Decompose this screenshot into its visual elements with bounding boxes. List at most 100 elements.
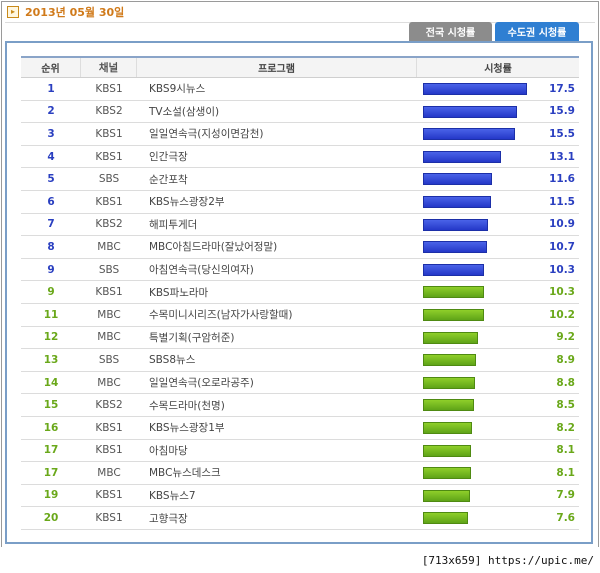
rating-cell: 15.5 — [417, 123, 579, 145]
rating-value: 8.8 — [556, 376, 575, 389]
date-bar: ▸ 2013년 05월 30일 — [7, 3, 124, 21]
rating-value: 9.2 — [556, 331, 575, 344]
rank-number: 11 — [43, 308, 59, 321]
program-cell: KBS9시뉴스 — [149, 83, 206, 96]
rating-value: 13.1 — [549, 150, 575, 163]
channel-cell: MBC — [97, 466, 121, 479]
rank-number: 16 — [43, 421, 59, 434]
rank-number: 19 — [43, 489, 59, 502]
channel-cell: KBS1 — [95, 489, 123, 502]
channel-cell: MBC — [97, 331, 121, 344]
tab-capital-ratings[interactable]: 수도권 시청률 — [495, 22, 579, 41]
table-row: 15 KBS2 수목드라마(천명) 8.5 — [21, 394, 579, 417]
rating-bar — [423, 286, 484, 299]
rank-number: 12 — [43, 331, 59, 344]
rank-number: 9 — [47, 286, 55, 299]
rank-cell: 7 — [21, 214, 81, 236]
rating-value: 8.2 — [556, 421, 575, 434]
program-cell: KBS뉴스광장1부 — [149, 422, 225, 435]
rating-tabs: 전국 시청률 수도권 시청률 — [409, 22, 579, 41]
rank-number: 14 — [43, 376, 59, 389]
header-rating: 시청률 — [484, 64, 512, 75]
rank-number: 3 — [47, 127, 55, 140]
program-cell: 특별기획(구암허준) — [149, 331, 235, 344]
table-row: 2 KBS2 TV소설(삼생이) 15.9 — [21, 100, 579, 124]
table-row: 14 MBC 일일연속극(오로라공주) 8.8 — [21, 371, 579, 395]
rating-bar — [423, 512, 468, 525]
rank-cell: 1 — [21, 78, 81, 100]
program-cell: KBS뉴스광장2부 — [149, 196, 225, 209]
footer-strip: [713x659] https://upic.me/ — [0, 547, 600, 573]
rank-number: 1 — [47, 82, 55, 95]
rank-number: 4 — [47, 150, 55, 163]
rating-bar — [423, 421, 472, 434]
rank-cell: 16 — [21, 417, 81, 439]
rank-cell: 8 — [21, 236, 81, 258]
rating-cell: 10.9 — [417, 214, 579, 236]
rank-number: 20 — [43, 512, 59, 525]
table-row: 12 MBC 특별기획(구암허준) 9.2 — [21, 326, 579, 350]
table-row: 9 KBS1 KBS파노라마 10.3 — [21, 281, 579, 304]
program-cell: SBS8뉴스 — [149, 354, 196, 367]
table-row: 5 SBS 순간포착 11.6 — [21, 168, 579, 191]
channel-cell: SBS — [98, 353, 120, 366]
channel-cell: KBS1 — [95, 127, 123, 140]
rank-number: 7 — [47, 218, 55, 231]
table-row: 8 MBC MBC아침드라마(잘났어정말) 10.7 — [21, 236, 579, 259]
rating-value: 11.6 — [549, 173, 575, 186]
arrow-right-icon: ▸ — [7, 6, 19, 18]
channel-cell: MBC — [97, 308, 121, 321]
program-cell: 일일연속극(오로라공주) — [149, 377, 254, 390]
rank-cell: 2 — [21, 101, 81, 123]
channel-cell: KBS1 — [95, 421, 123, 434]
table-header: 순위 채널 프로그램 시청률 — [21, 56, 579, 78]
table-row: 13 SBS SBS8뉴스 8.9 — [21, 349, 579, 372]
channel-cell: KBS1 — [95, 82, 123, 95]
rank-number: 17 — [43, 444, 59, 457]
channel-cell: KBS2 — [95, 105, 123, 118]
channel-cell: KBS1 — [95, 150, 123, 163]
program-cell: 순간포착 — [149, 173, 188, 186]
table-row: 11 MBC 수목미니시리즈(남자가사랑할때) 10.2 — [21, 303, 579, 327]
rating-bar — [423, 399, 474, 412]
rating-cell: 13.1 — [417, 146, 579, 168]
rating-bar — [423, 241, 487, 254]
rating-bar — [423, 354, 476, 367]
rating-bar — [423, 308, 484, 321]
tab-national-ratings[interactable]: 전국 시청률 — [409, 22, 492, 41]
rating-bar — [423, 218, 488, 231]
program-cell: 해피투게더 — [149, 218, 198, 231]
program-cell: 아침연속극(당신의여자) — [149, 264, 254, 277]
table-row: 4 KBS1 인간극장 13.1 — [21, 145, 579, 169]
rating-cell: 9.2 — [417, 327, 579, 349]
rating-bar — [423, 173, 492, 186]
channel-cell: MBC — [97, 240, 121, 253]
watermark: [713x659] https://upic.me/ — [421, 554, 594, 567]
rank-number: 13 — [43, 353, 59, 366]
rank-cell: 6 — [21, 191, 81, 213]
rank-number: 9 — [47, 263, 55, 276]
rating-value: 7.9 — [556, 489, 575, 502]
table-row: 19 KBS1 KBS뉴스7 7.9 — [21, 484, 579, 508]
rank-cell: 3 — [21, 123, 81, 145]
table-body: 1 KBS1 KBS9시뉴스 17.5 2 KBS2 TV소설(삼생이) 15.9 3 KBS1 일… — [21, 78, 579, 530]
rating-cell: 15.9 — [417, 101, 579, 123]
rating-cell: 8.1 — [417, 440, 579, 462]
program-cell: KBS뉴스7 — [149, 489, 196, 502]
rank-number: 2 — [47, 105, 55, 118]
rating-value: 10.7 — [549, 240, 575, 253]
rating-bar — [423, 331, 478, 344]
rating-value: 7.6 — [556, 512, 575, 525]
channel-cell: KBS1 — [95, 195, 123, 208]
channel-cell: KBS1 — [95, 512, 123, 525]
channel-cell: SBS — [98, 173, 120, 186]
rating-value: 11.5 — [549, 195, 575, 208]
rating-bar — [423, 376, 475, 389]
rating-bar — [423, 150, 501, 163]
rank-cell: 20 — [21, 507, 81, 529]
rating-cell: 10.3 — [417, 259, 579, 281]
rating-value: 8.1 — [556, 466, 575, 479]
rating-value: 10.2 — [549, 308, 575, 321]
rank-number: 5 — [47, 173, 55, 186]
rank-cell: 19 — [21, 485, 81, 507]
